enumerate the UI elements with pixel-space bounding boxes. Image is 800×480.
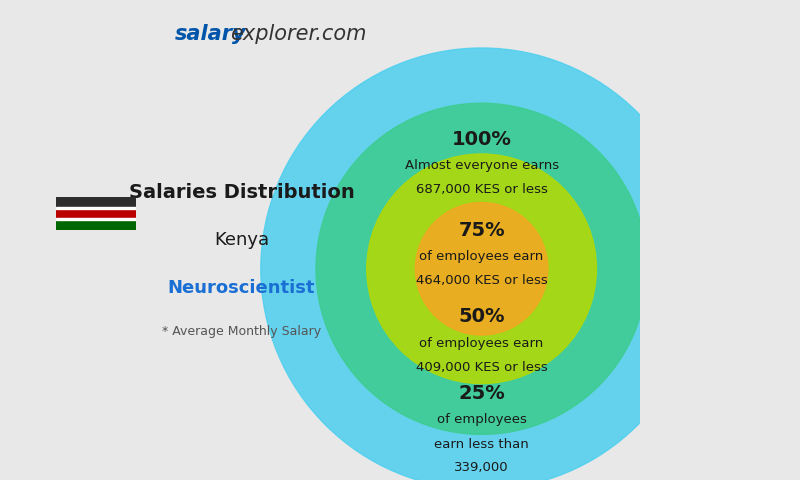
Circle shape (316, 103, 647, 434)
Text: Almost everyone earns: Almost everyone earns (405, 159, 558, 172)
Text: 25%: 25% (458, 384, 505, 403)
Text: of employees earn: of employees earn (419, 336, 544, 350)
Text: 464,000 KES or less: 464,000 KES or less (416, 274, 547, 288)
Bar (56, 207, 136, 209)
Text: 75%: 75% (458, 221, 505, 240)
Text: of employees earn: of employees earn (419, 250, 544, 264)
Text: earn less than: earn less than (434, 437, 529, 451)
Text: salary: salary (174, 24, 246, 44)
Text: of employees: of employees (437, 413, 526, 427)
Bar (56, 218, 136, 220)
Bar (56, 219, 136, 230)
Text: 409,000 KES or less: 409,000 KES or less (416, 360, 547, 374)
Text: explorer.com: explorer.com (230, 24, 366, 44)
Circle shape (366, 154, 597, 384)
Text: 687,000 KES or less: 687,000 KES or less (416, 183, 547, 196)
Text: 100%: 100% (452, 130, 511, 149)
Bar (56, 208, 136, 219)
Circle shape (261, 48, 702, 480)
Text: 339,000: 339,000 (454, 461, 509, 475)
Text: * Average Monthly Salary: * Average Monthly Salary (162, 324, 321, 338)
Text: 50%: 50% (458, 307, 505, 326)
Text: Neuroscientist: Neuroscientist (168, 279, 315, 297)
Text: Salaries Distribution: Salaries Distribution (129, 182, 354, 202)
Bar (56, 197, 136, 208)
Text: Kenya: Kenya (214, 231, 269, 249)
Circle shape (415, 203, 548, 335)
